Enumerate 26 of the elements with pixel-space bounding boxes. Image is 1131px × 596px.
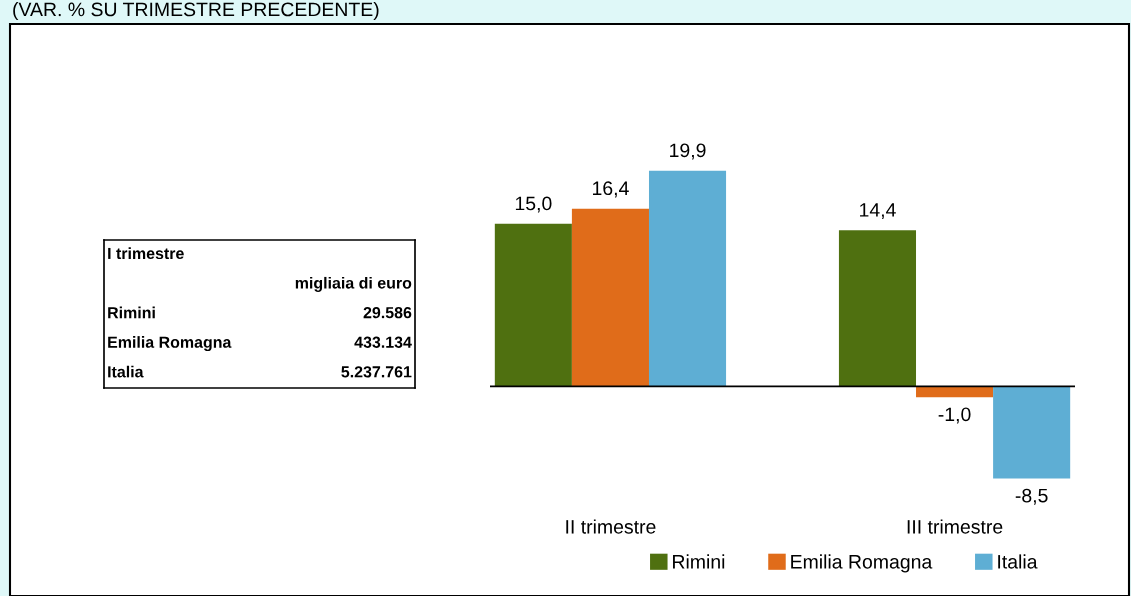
x-tick-label: II trimestre (566, 519, 656, 534)
bar (494, 223, 572, 387)
data-label: 14,4 (860, 203, 896, 220)
text: migliaia di euro (295, 276, 412, 292)
bar (838, 230, 917, 387)
text: I trimestre (108, 247, 184, 260)
text: 433.134 (354, 336, 412, 348)
bar (916, 386, 994, 398)
bar (571, 208, 649, 387)
legend-label: Rimini (673, 554, 725, 569)
legend-label: Emilia Romagna (791, 554, 933, 573)
data-label: 16,4 (593, 181, 629, 198)
text: (VAR. % SU TRIMESTRE PRECEDENTE) (13, 2, 379, 21)
data-label: -1,0 (938, 407, 971, 424)
x-tick-label: III trimestre (907, 519, 1003, 534)
bar (648, 170, 727, 387)
data-label: 15,0 (515, 196, 552, 213)
bar (993, 386, 1071, 479)
data-label: -8,5 (1015, 488, 1048, 505)
data-label: 19,9 (670, 143, 706, 160)
legend-label: Italia (998, 554, 1038, 569)
text: 5.237.761 (341, 366, 412, 378)
category-label: Rimini (108, 306, 155, 319)
category-label: Italia (108, 365, 144, 378)
category-label: Emilia Romagna (108, 336, 232, 352)
text: 29.586 (363, 306, 412, 319)
